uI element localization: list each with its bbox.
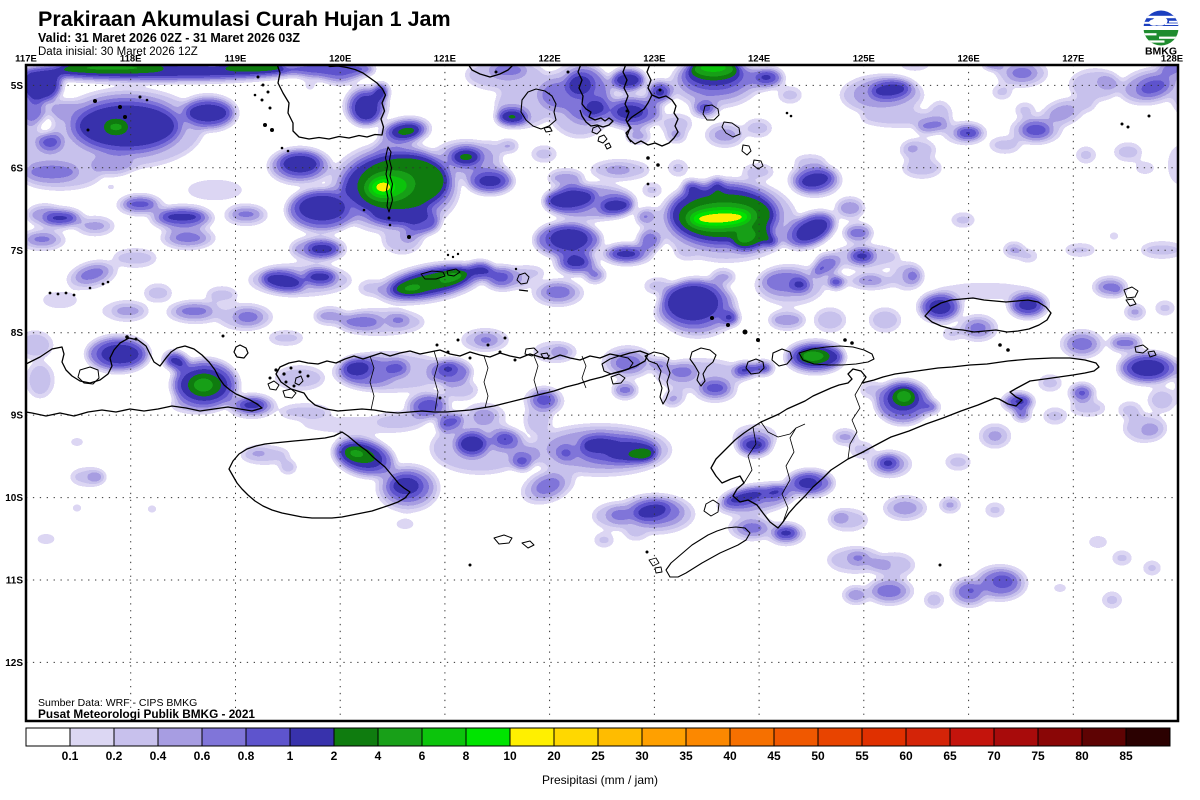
svg-text:0.6: 0.6 xyxy=(194,749,211,763)
svg-text:1: 1 xyxy=(287,749,294,763)
svg-text:6S: 6S xyxy=(11,163,24,174)
svg-text:122E: 122E xyxy=(539,54,561,65)
svg-text:120E: 120E xyxy=(329,54,351,65)
svg-text:12S: 12S xyxy=(5,658,23,669)
svg-text:121E: 121E xyxy=(434,54,456,65)
svg-text:65: 65 xyxy=(943,749,957,763)
svg-text:0.2: 0.2 xyxy=(106,749,123,763)
svg-text:BMKG: BMKG xyxy=(1145,46,1177,58)
svg-text:128E: 128E xyxy=(1161,54,1183,65)
svg-text:11S: 11S xyxy=(6,576,24,587)
svg-text:9S: 9S xyxy=(11,411,24,422)
svg-text:10S: 10S xyxy=(5,493,23,504)
svg-text:75: 75 xyxy=(1031,749,1045,763)
svg-text:Valid: 31 Maret 2026 02Z - 31: Valid: 31 Maret 2026 02Z - 31 Maret 2026… xyxy=(38,31,300,45)
svg-text:50: 50 xyxy=(811,749,825,763)
svg-text:8: 8 xyxy=(463,749,470,763)
svg-text:40: 40 xyxy=(723,749,737,763)
svg-text:20: 20 xyxy=(547,749,561,763)
svg-text:35: 35 xyxy=(679,749,693,763)
svg-text:Sumber Data: WRF - CIPS BMKG: Sumber Data: WRF - CIPS BMKG xyxy=(38,697,197,709)
svg-text:Presipitasi (mm / jam): Presipitasi (mm / jam) xyxy=(542,773,658,787)
svg-text:10: 10 xyxy=(503,749,517,763)
svg-text:85: 85 xyxy=(1119,749,1133,763)
svg-text:4: 4 xyxy=(375,749,382,763)
svg-text:Data inisial: 30 Maret 2026 12: Data inisial: 30 Maret 2026 12Z xyxy=(38,46,198,58)
svg-text:70: 70 xyxy=(987,749,1001,763)
svg-text:126E: 126E xyxy=(958,54,980,65)
svg-text:2: 2 xyxy=(331,749,338,763)
svg-text:80: 80 xyxy=(1075,749,1089,763)
svg-text:0.1: 0.1 xyxy=(62,749,79,763)
svg-text:124E: 124E xyxy=(748,54,770,65)
svg-text:123E: 123E xyxy=(643,54,665,65)
svg-text:127E: 127E xyxy=(1062,54,1084,65)
svg-text:0.8: 0.8 xyxy=(238,749,255,763)
svg-text:60: 60 xyxy=(899,749,913,763)
svg-text:6: 6 xyxy=(419,749,426,763)
svg-text:45: 45 xyxy=(767,749,781,763)
svg-text:55: 55 xyxy=(855,749,869,763)
svg-text:119E: 119E xyxy=(225,54,247,65)
svg-text:Prakiraan Akumulasi Curah Huja: Prakiraan Akumulasi Curah Hujan 1 Jam xyxy=(38,7,451,31)
svg-text:118E: 118E xyxy=(120,54,142,65)
svg-text:125E: 125E xyxy=(853,54,875,65)
svg-text:Pusat Meteorologi Publik BMKG: Pusat Meteorologi Publik BMKG - 2021 xyxy=(38,707,255,721)
svg-text:25: 25 xyxy=(591,749,605,763)
svg-text:30: 30 xyxy=(635,749,649,763)
svg-text:8S: 8S xyxy=(11,328,24,339)
svg-text:0.4: 0.4 xyxy=(150,749,167,763)
svg-text:7S: 7S xyxy=(11,246,24,257)
svg-text:117E: 117E xyxy=(15,54,37,65)
svg-text:5S: 5S xyxy=(11,81,24,92)
